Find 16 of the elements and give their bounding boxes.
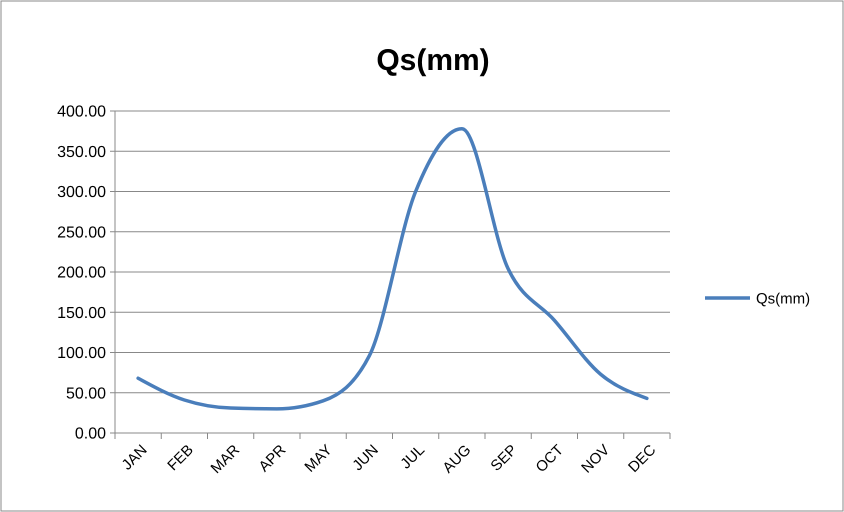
x-tick-label: JUL (397, 442, 428, 472)
y-tick-label: 250.00 (57, 224, 106, 242)
legend-label: Qs(mm) (756, 290, 810, 308)
y-tick-label: 50.00 (66, 385, 106, 402)
y-tick-label: 200.00 (57, 264, 106, 282)
y-tick-label: 350.00 (57, 144, 106, 161)
y-tick-label: 150.00 (57, 304, 106, 322)
y-tick-label: 400.00 (57, 104, 106, 121)
chart-title: Qs(mm) (376, 44, 490, 77)
x-tick-label: SEP (487, 442, 521, 475)
line-series (136, 126, 649, 411)
x-tick-label: JAN (118, 442, 151, 474)
y-tick-label: 300.00 (57, 184, 106, 202)
y-tick-label: 0.00 (74, 426, 106, 443)
y-tick-label: 100.00 (57, 345, 106, 362)
x-tick-label: FEB (164, 442, 197, 474)
